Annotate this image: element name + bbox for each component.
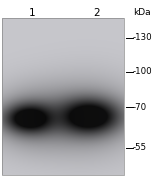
- Text: 2: 2: [94, 8, 100, 18]
- Text: -70: -70: [133, 102, 147, 111]
- Text: -55: -55: [133, 143, 147, 152]
- Bar: [2, 18, 124, 175]
- Text: -130: -130: [133, 33, 153, 42]
- Text: -100: -100: [133, 68, 153, 76]
- Text: kDa: kDa: [133, 8, 151, 17]
- Text: 1: 1: [29, 8, 35, 18]
